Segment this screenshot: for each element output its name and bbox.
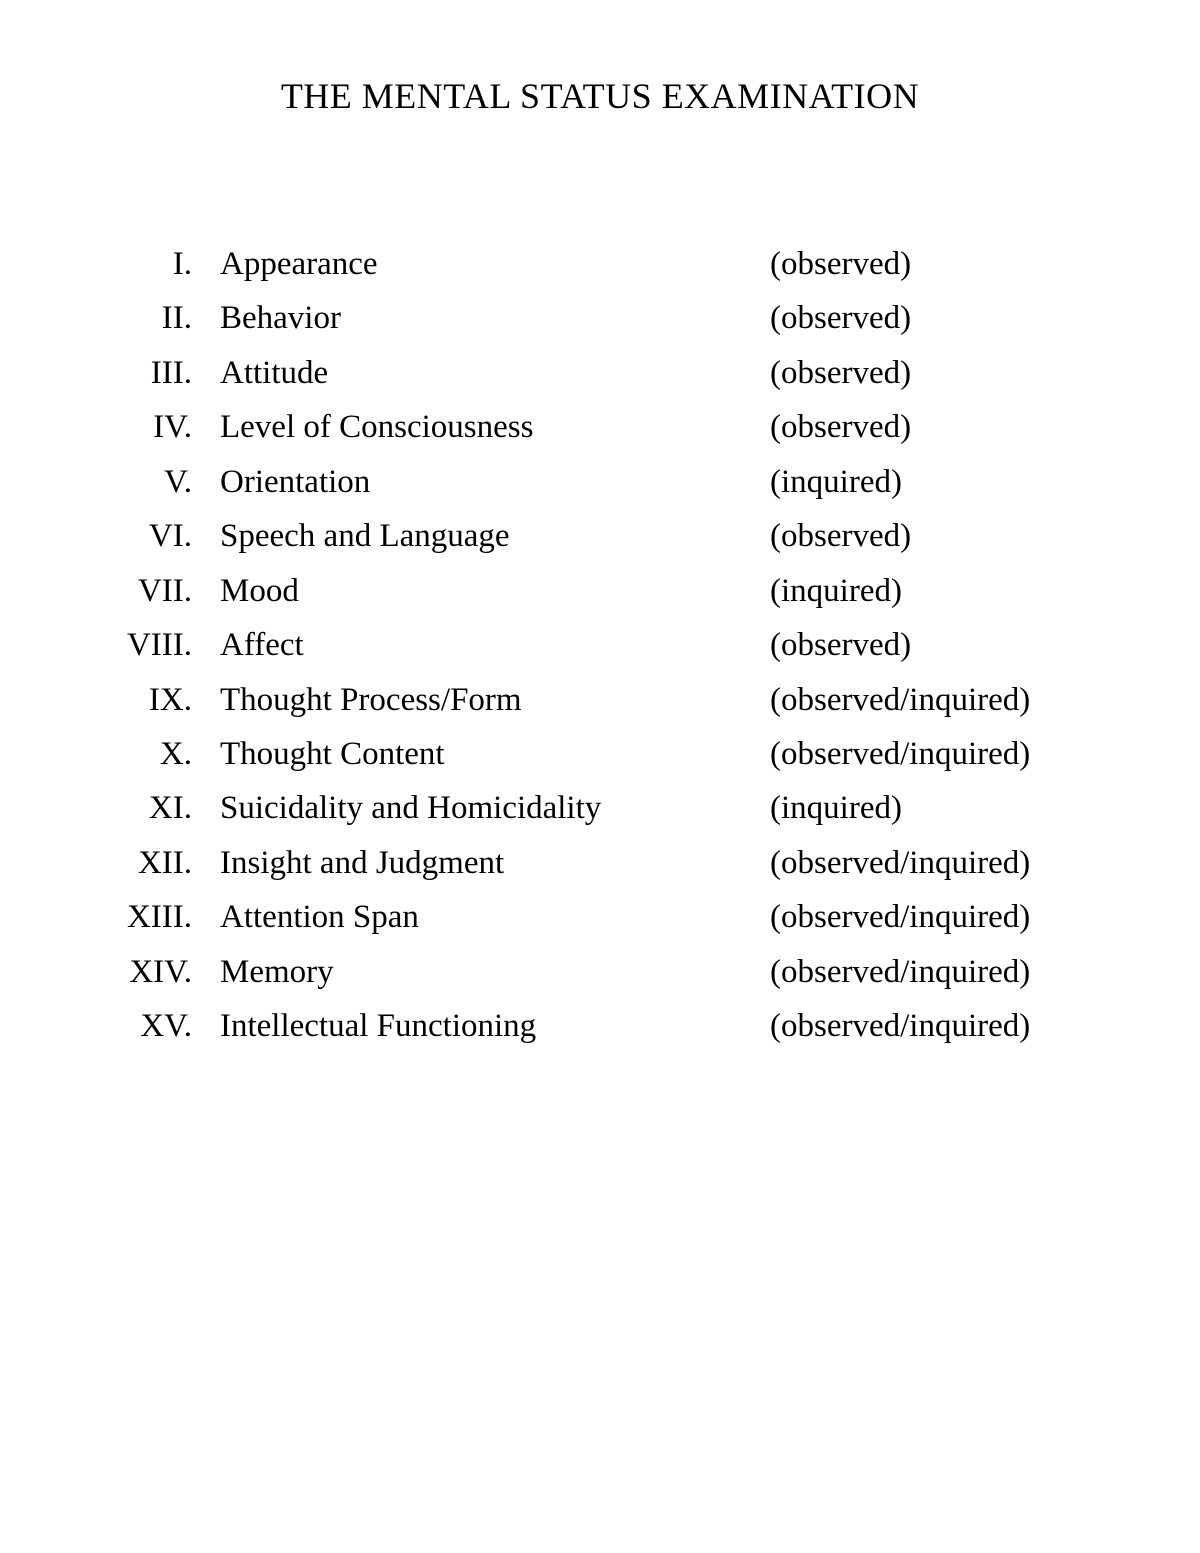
- item-label: Insight and Judgment: [220, 836, 770, 890]
- item-label: Attention Span: [220, 890, 770, 944]
- item-method: (observed): [770, 237, 1110, 291]
- item-label: Thought Content: [220, 727, 770, 781]
- item-numeral: VIII.: [90, 618, 220, 672]
- item-label: Speech and Language: [220, 509, 770, 563]
- list-item: II.Behavior(observed): [90, 291, 1110, 345]
- item-numeral: IV.: [90, 400, 220, 454]
- item-label: Orientation: [220, 455, 770, 509]
- list-item: I.Appearance(observed): [90, 237, 1110, 291]
- item-method: (observed/inquired): [770, 999, 1110, 1053]
- item-label: Memory: [220, 945, 770, 999]
- list-item: IV.Level of Consciousness(observed): [90, 400, 1110, 454]
- list-item: VII.Mood(inquired): [90, 564, 1110, 618]
- item-method: (observed/inquired): [770, 836, 1110, 890]
- list-item: V.Orientation(inquired): [90, 455, 1110, 509]
- item-numeral: XIII.: [90, 890, 220, 944]
- list-item: XIV.Memory(observed/inquired): [90, 945, 1110, 999]
- item-method: (observed): [770, 346, 1110, 400]
- list-item: X.Thought Content(observed/inquired): [90, 727, 1110, 781]
- item-numeral: IX.: [90, 673, 220, 727]
- list-item: XIII.Attention Span(observed/inquired): [90, 890, 1110, 944]
- item-method: (observed/inquired): [770, 727, 1110, 781]
- item-method: (observed/inquired): [770, 673, 1110, 727]
- page-title: THE MENTAL STATUS EXAMINATION: [0, 75, 1200, 117]
- item-method: (observed): [770, 291, 1110, 345]
- list-item: XI.Suicidality and Homicidality(inquired…: [90, 781, 1110, 835]
- item-label: Level of Consciousness: [220, 400, 770, 454]
- item-numeral: X.: [90, 727, 220, 781]
- item-method: (inquired): [770, 564, 1110, 618]
- item-method: (inquired): [770, 455, 1110, 509]
- item-label: Suicidality and Homicidality: [220, 781, 770, 835]
- list-item: VIII.Affect(observed): [90, 618, 1110, 672]
- item-method: (observed): [770, 400, 1110, 454]
- examination-list: I.Appearance(observed)II.Behavior(observ…: [0, 237, 1200, 1054]
- item-label: Attitude: [220, 346, 770, 400]
- item-numeral: VI.: [90, 509, 220, 563]
- item-numeral: XI.: [90, 781, 220, 835]
- list-item: III.Attitude(observed): [90, 346, 1110, 400]
- item-numeral: XII.: [90, 836, 220, 890]
- list-item: XV.Intellectual Functioning(observed/inq…: [90, 999, 1110, 1053]
- list-item: VI.Speech and Language(observed): [90, 509, 1110, 563]
- item-label: Behavior: [220, 291, 770, 345]
- item-numeral: III.: [90, 346, 220, 400]
- item-label: Affect: [220, 618, 770, 672]
- list-item: XII.Insight and Judgment(observed/inquir…: [90, 836, 1110, 890]
- item-numeral: I.: [90, 237, 220, 291]
- item-label: Intellectual Functioning: [220, 999, 770, 1053]
- item-method: (inquired): [770, 781, 1110, 835]
- item-numeral: VII.: [90, 564, 220, 618]
- item-label: Appearance: [220, 237, 770, 291]
- item-numeral: XV.: [90, 999, 220, 1053]
- list-item: IX.Thought Process/Form(observed/inquire…: [90, 673, 1110, 727]
- item-method: (observed/inquired): [770, 945, 1110, 999]
- item-label: Thought Process/Form: [220, 673, 770, 727]
- item-method: (observed): [770, 618, 1110, 672]
- item-numeral: V.: [90, 455, 220, 509]
- item-method: (observed/inquired): [770, 890, 1110, 944]
- item-numeral: II.: [90, 291, 220, 345]
- item-label: Mood: [220, 564, 770, 618]
- item-numeral: XIV.: [90, 945, 220, 999]
- item-method: (observed): [770, 509, 1110, 563]
